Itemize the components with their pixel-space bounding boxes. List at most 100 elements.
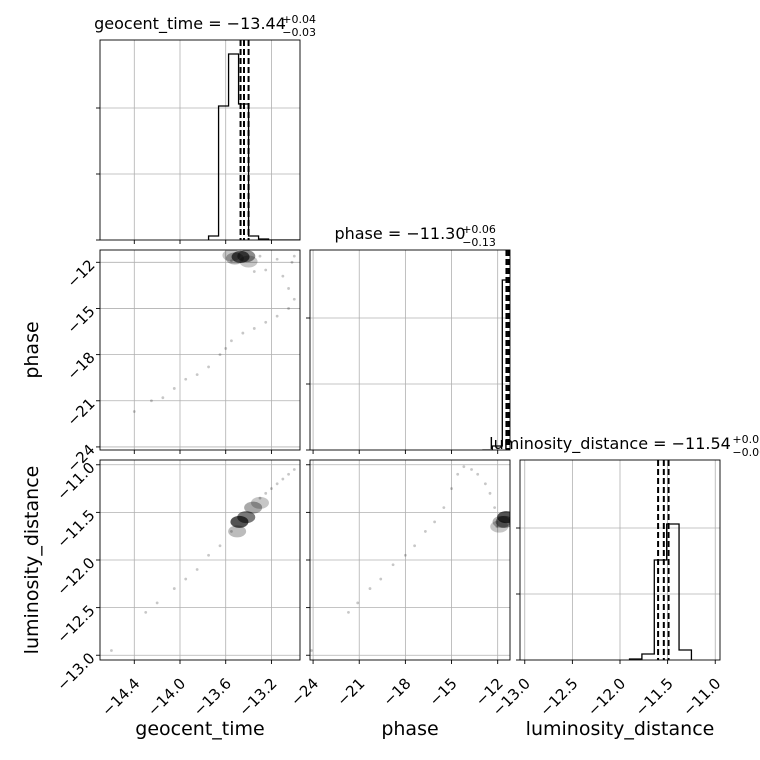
scatter-point — [230, 530, 233, 533]
scatter-point — [292, 468, 296, 471]
marginal-title-sup: +0.06 — [462, 223, 496, 236]
x-tick-label: −11.5 — [632, 674, 677, 719]
x-tick-label: −14.4 — [98, 674, 143, 719]
marginal-title-sub: −0.06 — [732, 446, 760, 459]
scatter-point — [230, 259, 233, 263]
marginal-title-label: phase = −11.30 — [334, 224, 465, 243]
y-tick-label: −15 — [63, 302, 98, 337]
density-blob — [225, 252, 244, 265]
scatter-point — [423, 530, 427, 533]
panel-geocent_time-marginal: geocent_time = −13.44+0.04−0.03 — [94, 13, 316, 244]
scatter-point — [413, 544, 417, 548]
scatter-point — [264, 320, 268, 324]
marginal-title-label: luminosity_distance = −11.54 — [489, 434, 731, 454]
panel-phase-vs-luminosity_distance: −24 −21 −18 −15 −12 — [287, 459, 511, 710]
histogram-step — [207, 53, 300, 240]
y-tick-label: −21 — [63, 395, 98, 430]
scatter-point — [264, 491, 268, 495]
panel-frame — [309, 249, 511, 451]
scatter-point — [347, 610, 350, 614]
panel-geocent_time-vs-luminosity_distance: −14.4 −14.0 −13.6 −13.2 −13.0−12.5−12.0−11.5… — [53, 459, 301, 720]
scatter-point — [356, 601, 360, 605]
scatter-point — [224, 347, 228, 350]
y-tick-label: −11.5 — [53, 506, 98, 551]
scatter-point — [144, 610, 148, 614]
y-tick-label: −12 — [63, 256, 98, 291]
x-axis-label-phase: phase — [381, 718, 438, 740]
density-blob — [251, 496, 269, 509]
scatter-point — [292, 297, 296, 301]
scatter-point — [495, 525, 499, 529]
scatter-point — [207, 365, 210, 369]
scatter-point — [258, 496, 262, 500]
density-blob — [495, 515, 510, 528]
scatter-point — [287, 287, 290, 290]
scatter-point — [195, 373, 199, 377]
x-tick-label: −14.0 — [144, 674, 189, 719]
scatter-points — [132, 250, 296, 413]
scatter-point — [241, 331, 245, 335]
scatter-point — [391, 563, 395, 567]
scatter-points — [110, 468, 296, 652]
scatter-point — [462, 465, 466, 469]
density-blob — [490, 520, 509, 533]
density-blob — [497, 511, 510, 524]
scatter-point — [218, 544, 222, 548]
scatter-point — [488, 491, 492, 495]
scatter-point — [252, 327, 256, 330]
x-tick-label: −15 — [426, 674, 461, 709]
panel-phase-marginal: phase = −11.30+0.06−0.13 — [306, 223, 511, 454]
x-tick-label: −18 — [379, 674, 414, 709]
marginal-title-sub: −0.03 — [282, 26, 316, 39]
scatter-point — [476, 472, 480, 476]
marginal-title-label: geocent_time = −13.44 — [94, 14, 286, 34]
x-tick-label: −24 — [287, 674, 322, 709]
x-axis-label-luminosity_distance: luminosity_distance — [526, 718, 715, 740]
scatter-point — [172, 587, 176, 590]
histogram-step — [628, 523, 693, 660]
scatter-point — [275, 314, 279, 318]
scatter-point — [287, 472, 290, 476]
scatter-point — [483, 482, 487, 486]
scatter-point — [252, 270, 256, 273]
scatter-point — [184, 577, 188, 581]
scatter-point — [287, 307, 290, 310]
scatter-point — [258, 254, 262, 258]
panel-frame — [309, 459, 511, 661]
scatter-point — [132, 410, 136, 413]
marginal-title-sup: +0.04 — [282, 13, 316, 26]
density-blob — [228, 525, 247, 538]
y-tick-label: −13.0 — [53, 649, 98, 694]
y-tick-label: −12.5 — [53, 601, 98, 646]
scatter-point — [270, 487, 273, 490]
density-blob — [222, 250, 241, 262]
scatter-point — [218, 353, 222, 357]
panel-frame — [519, 459, 721, 661]
scatter-point — [264, 268, 268, 272]
scatter-point — [195, 568, 199, 571]
density-blob — [237, 511, 256, 524]
y-axis-label-luminosity_distance: luminosity_distance — [21, 466, 43, 655]
scatter-point — [292, 254, 296, 258]
marginal-title: luminosity_distance = −11.54+0.05−0.06 — [489, 433, 760, 459]
panel-frame — [99, 249, 301, 451]
panel-geocent_time-vs-phase: −24−21−18−15−12 — [63, 249, 301, 476]
density-blob — [239, 255, 258, 268]
scatter-point — [470, 468, 473, 471]
x-tick-label: −11.0 — [679, 674, 724, 719]
scatter-point — [281, 274, 285, 278]
scatter-point — [275, 482, 279, 486]
marginal-title-sub: −0.13 — [462, 236, 496, 249]
density-blob — [492, 515, 510, 528]
marginal-title: phase = −11.30+0.06−0.13 — [334, 223, 495, 249]
panel-frame — [99, 459, 301, 661]
scatter-point — [450, 487, 453, 490]
y-axis-label-phase: phase — [21, 321, 43, 378]
panel-frame — [99, 39, 301, 241]
panel-luminosity_distance-marginal: −13.0 −12.5 −12.0 −11.5 −11.0luminosity_dist… — [489, 433, 760, 720]
scatter-point — [161, 396, 165, 400]
density-blob — [231, 250, 250, 263]
histogram-step — [482, 279, 510, 450]
scatter-points — [310, 465, 510, 652]
